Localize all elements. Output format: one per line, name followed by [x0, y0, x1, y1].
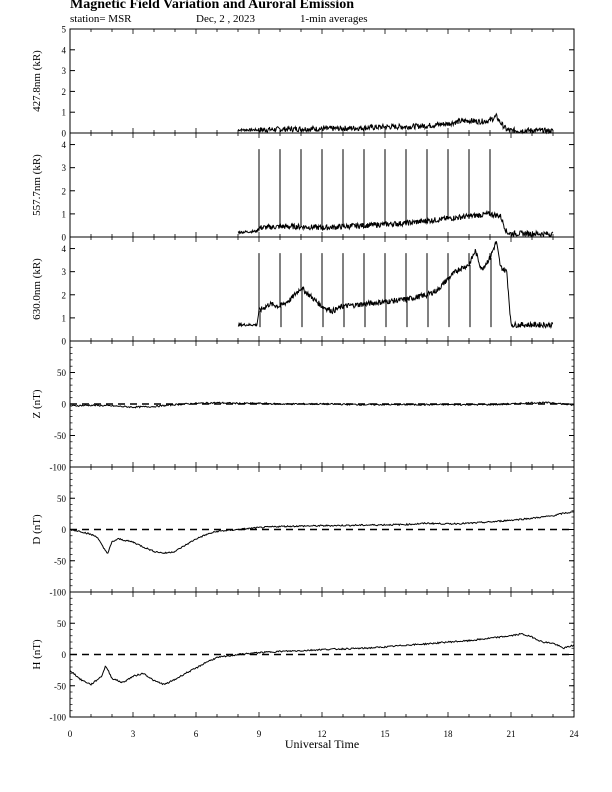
y-tick-label: -100	[50, 588, 67, 598]
averaging-label: 1-min averages	[300, 13, 368, 25]
y-tick-label: 1	[62, 108, 67, 118]
y-tick-label: 5	[62, 25, 67, 35]
y-tick-label: 0	[62, 525, 67, 535]
y-axis-label: 427.8nm (kR)	[31, 50, 43, 112]
y-tick-label: -100	[50, 713, 67, 723]
y-tick-label: 0	[62, 233, 67, 243]
data-line	[237, 241, 554, 329]
y-tick-label: 1	[62, 313, 67, 323]
panel-frame	[69, 28, 575, 134]
y-tick-label: -100	[50, 463, 67, 473]
y-axis-label: 557.7nm (kR)	[31, 154, 43, 216]
y-tick-label: 0	[62, 650, 67, 660]
x-tick-label: 21	[507, 729, 516, 739]
y-tick-label: 4	[62, 244, 67, 254]
data-line	[69, 511, 575, 555]
y-tick-label: -50	[54, 681, 66, 691]
x-tick-label: 0	[68, 729, 73, 739]
y-tick-label: 50	[57, 368, 67, 378]
y-tick-label: 0	[62, 129, 67, 139]
y-tick-label: 4	[62, 45, 67, 55]
y-tick-label: 3	[62, 66, 67, 76]
station-label: station= MSR	[70, 13, 132, 25]
y-axis-label: H (nT)	[31, 639, 43, 670]
y-tick-label: 0	[62, 337, 67, 347]
chart-title: Magnetic Field Variation and Auroral Emi…	[70, 0, 355, 12]
y-tick-label: 2	[62, 290, 67, 300]
date-label: Dec, 2 , 2023	[196, 13, 255, 25]
y-tick-label: 2	[62, 186, 67, 196]
y-tick-label: 4	[62, 140, 67, 150]
y-tick-label: -50	[54, 556, 66, 566]
x-tick-label: 3	[131, 729, 136, 739]
x-tick-label: 12	[318, 729, 327, 739]
y-tick-label: 3	[62, 163, 67, 173]
y-tick-label: 3	[62, 267, 67, 277]
y-tick-label: -50	[54, 431, 66, 441]
y-tick-label: 50	[57, 494, 67, 504]
x-tick-label: 24	[570, 729, 580, 739]
y-axis-label: D (nT)	[31, 514, 43, 545]
x-tick-label: 15	[381, 729, 391, 739]
y-tick-label: 2	[62, 87, 67, 97]
x-tick-label: 18	[444, 729, 454, 739]
data-line	[237, 112, 554, 135]
y-tick-label: 0	[62, 400, 67, 410]
x-tick-label: 6	[194, 729, 199, 739]
data-line	[69, 401, 575, 409]
data-line	[69, 632, 575, 686]
y-axis-label: 630.0nm (kR)	[31, 258, 43, 320]
y-tick-label: 1	[62, 209, 67, 219]
data-line	[237, 209, 554, 239]
y-tick-label: 50	[57, 619, 67, 629]
y-axis-label: Z (nT)	[31, 389, 43, 418]
x-tick-label: 9	[257, 729, 262, 739]
x-axis-label: Universal Time	[285, 737, 359, 751]
